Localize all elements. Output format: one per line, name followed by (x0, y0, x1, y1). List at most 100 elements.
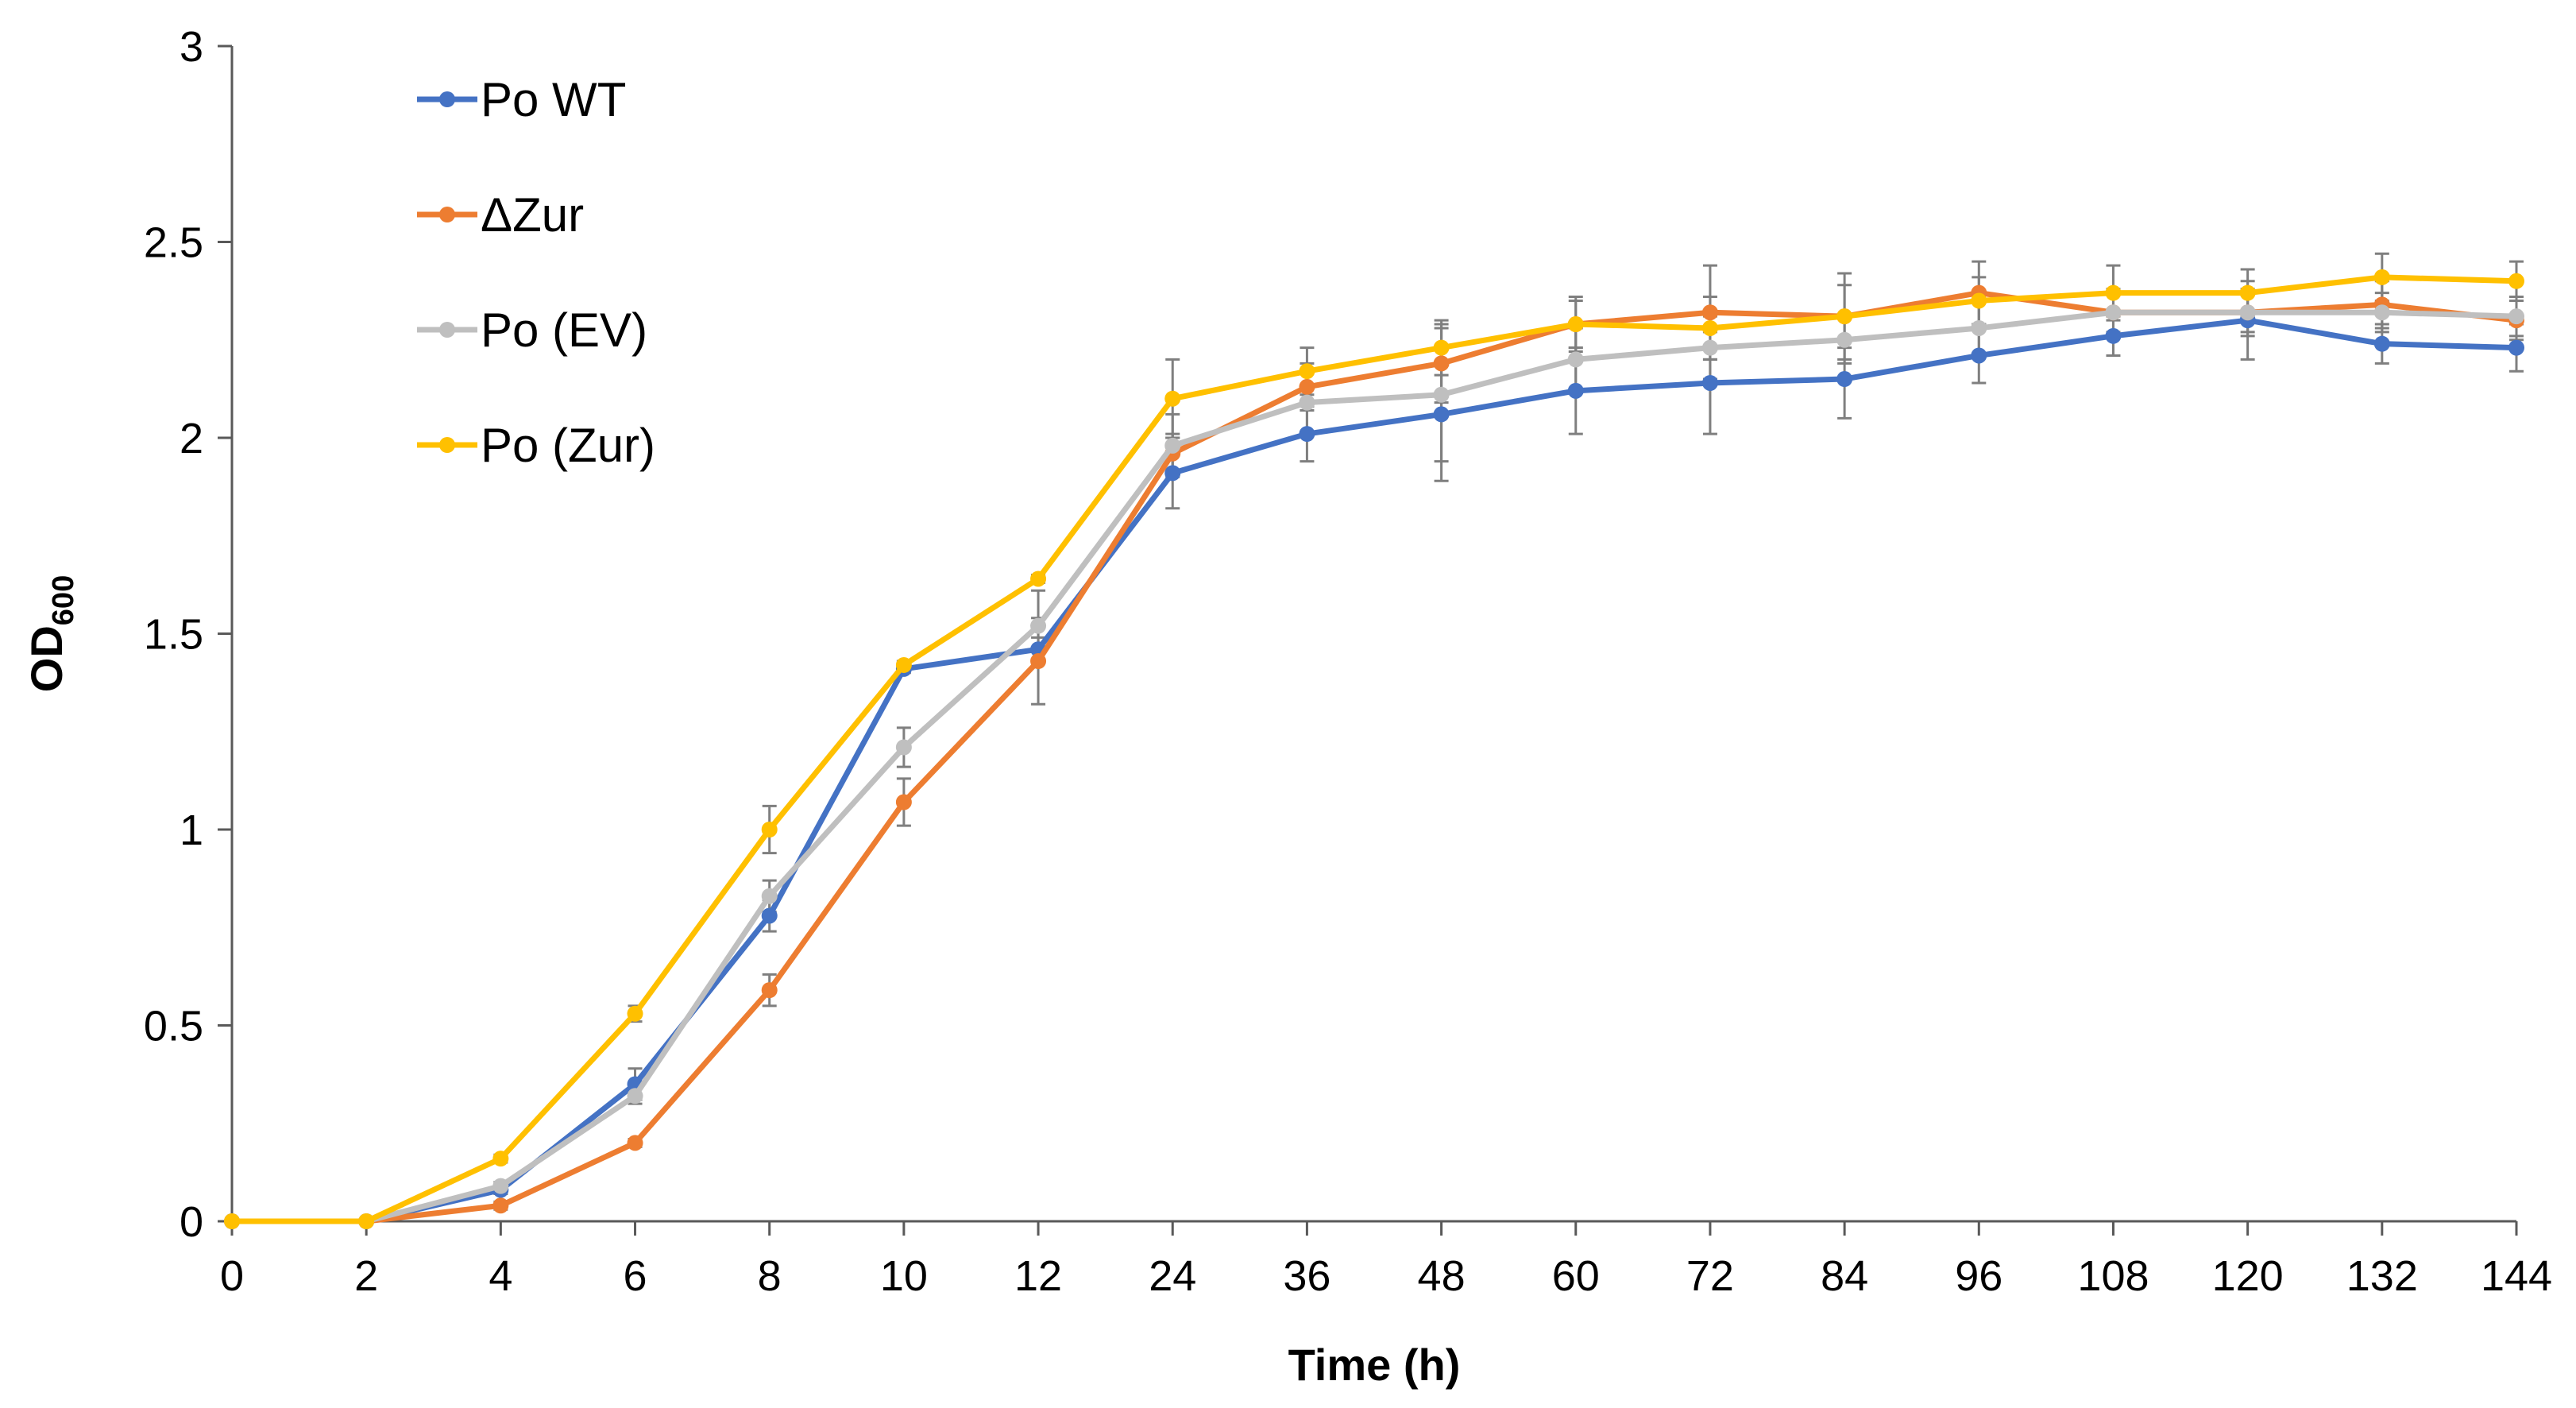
y-tick-label: 1 (180, 807, 203, 854)
data-point (1836, 308, 1853, 325)
data-point (224, 1213, 240, 1229)
data-point (1164, 465, 1181, 482)
data-point (2105, 327, 2122, 344)
data-point (1433, 386, 1450, 403)
legend-label: Po (EV) (481, 304, 647, 357)
data-point (492, 1197, 509, 1214)
x-axis-title: Time (h) (1288, 1340, 1461, 1390)
data-point (1299, 426, 1315, 443)
x-tick-label: 144 (2481, 1252, 2552, 1300)
legend-swatch-marker (439, 322, 455, 338)
series-lines (224, 269, 2524, 1229)
data-point (1701, 339, 1718, 356)
data-point (627, 1005, 643, 1022)
legend-label: ΔZur (481, 188, 584, 242)
data-point (1299, 394, 1315, 411)
y-axis-title-main: OD (21, 625, 71, 692)
data-point (2373, 304, 2390, 321)
x-tick-label: 24 (1149, 1252, 1196, 1300)
series-3 (224, 269, 2524, 1229)
data-point (492, 1178, 509, 1194)
x-tick-label: 2 (354, 1252, 378, 1300)
x-tick-label: 8 (758, 1252, 782, 1300)
data-point (761, 822, 778, 837)
data-point (1299, 363, 1315, 380)
x-tick-label: 84 (1821, 1252, 1868, 1300)
data-point (1030, 653, 1047, 670)
data-point (627, 1088, 643, 1104)
data-point (2508, 339, 2524, 356)
legend-label: Po (Zur) (481, 419, 655, 472)
data-point (895, 656, 912, 673)
data-point (1567, 351, 1584, 368)
data-point (1971, 347, 1987, 364)
data-point (2508, 308, 2524, 325)
y-tick-label: 3 (180, 23, 203, 71)
legend-swatch-marker (439, 437, 455, 453)
y-axis-title-subscript: 600 (47, 575, 80, 625)
data-point (1433, 339, 1450, 356)
x-ticks: 0 2 4 6 8 10 12 24 36 48 60 72 84 96 108 120 132 144 (220, 1221, 2552, 1300)
x-tick-label: 4 (489, 1252, 512, 1300)
data-point (1701, 374, 1718, 391)
data-point (761, 888, 778, 904)
data-point (1836, 371, 1853, 388)
x-tick-label: 48 (1418, 1252, 1466, 1300)
data-point (1030, 617, 1047, 634)
data-point (1567, 382, 1584, 399)
legend-label: Po WT (481, 73, 626, 126)
data-point (627, 1135, 643, 1151)
data-point (895, 794, 912, 810)
legend-item: Po WT (417, 73, 626, 126)
y-tick-label: 2.5 (144, 219, 203, 267)
y-tick-label: 1.5 (144, 611, 203, 659)
x-tick-label: 132 (2346, 1252, 2418, 1300)
data-point (1433, 406, 1450, 423)
x-tick-label: 0 (220, 1252, 244, 1300)
data-point (2373, 335, 2390, 352)
data-point (1433, 355, 1450, 372)
data-point (2508, 273, 2524, 289)
data-point (761, 907, 778, 924)
legend-swatch-marker (439, 207, 455, 222)
y-tick-label: 2 (180, 415, 203, 462)
legend-swatch-marker (439, 91, 455, 107)
x-tick-label: 120 (2212, 1252, 2284, 1300)
series-line (232, 309, 2517, 1224)
y-tick-label: 0 (180, 1198, 203, 1246)
data-point (1701, 304, 1718, 321)
data-point (1164, 390, 1181, 407)
series-2 (224, 304, 2524, 1229)
x-tick-label: 72 (1686, 1252, 1734, 1300)
legend-item: ΔZur (417, 188, 584, 242)
y-tick-label: 0.5 (144, 1003, 203, 1050)
data-point (358, 1213, 375, 1229)
x-tick-label: 96 (1955, 1252, 2002, 1300)
error-bars (493, 252, 2524, 1211)
x-tick-label: 108 (2077, 1252, 2149, 1300)
data-point (1971, 292, 1987, 309)
data-point (2373, 269, 2390, 285)
y-axis-title: OD600 (21, 575, 80, 692)
x-tick-label: 60 (1552, 1252, 1600, 1300)
data-point (2239, 284, 2256, 301)
legend-item: Po (EV) (417, 304, 647, 357)
data-point (2105, 284, 2122, 301)
data-point (1567, 316, 1584, 333)
x-tick-label: 10 (880, 1252, 928, 1300)
data-point (2239, 304, 2256, 321)
data-point (895, 739, 912, 756)
data-point (2105, 304, 2122, 321)
data-point (1299, 378, 1315, 395)
series-line (232, 274, 2517, 1224)
series-line (232, 317, 2517, 1224)
data-point (492, 1151, 509, 1167)
data-point (1164, 437, 1181, 454)
data-point (761, 982, 778, 999)
data-point (1030, 571, 1047, 587)
x-tick-label: 12 (1014, 1252, 1062, 1300)
x-tick-label: 36 (1283, 1252, 1330, 1300)
legend-item: Po (Zur) (417, 419, 655, 472)
y-ticks: 0 0.5 1 1.5 2 2.5 3 (144, 23, 232, 1246)
